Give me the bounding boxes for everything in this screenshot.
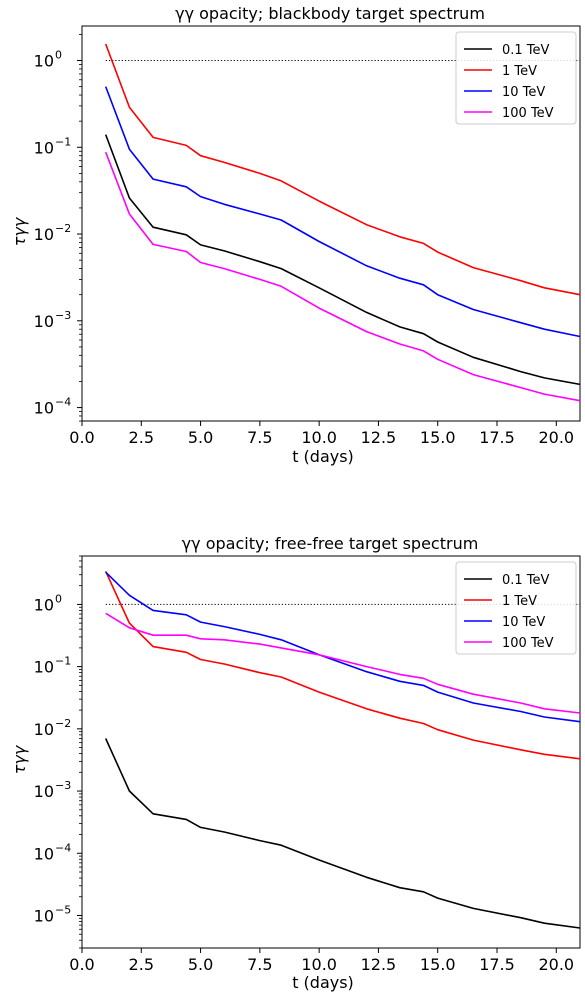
legend-label: 0.1 TeV [502,43,550,58]
x-tick-label: 0.0 [69,955,94,974]
legend-label: 10 TeV [502,85,545,100]
x-tick-label: 7.5 [247,955,272,974]
x-axis-label: t (days) [292,447,354,466]
legend-label: 100 TeV [502,106,554,121]
y-tick-exponent: −4 [55,841,71,854]
x-tick-label: 20.0 [538,955,574,974]
x-tick-label: 20.0 [538,428,574,447]
y-tick-label: 10 [34,720,54,739]
chart-title: γγ opacity; blackbody target spectrum [175,4,485,23]
y-axis-label: τγγ [10,744,29,774]
x-tick-label: 0.0 [69,428,94,447]
y-tick-exponent: −3 [55,779,71,792]
chart-blackbody: γγ opacity; blackbody target spectrum τγ… [10,4,581,466]
series-line-1-tev [104,43,581,296]
series-line-10-tev [104,86,581,338]
y-tick-label: 10 [34,906,54,925]
legend-label: 10 TeV [502,615,545,630]
x-tick-label: 15.0 [420,428,456,447]
y-tick-label: 10 [34,595,54,614]
x-tick-label: 15.0 [420,955,456,974]
legend-box [455,561,577,655]
y-tick-exponent: 0 [55,592,62,605]
y-tick-exponent: −4 [55,396,71,409]
x-tick-label: 12.5 [361,428,397,447]
chart-title: γγ opacity; free-free target spectrum [182,534,479,553]
plot-frame [81,555,581,949]
y-tick-base: 10 [34,312,54,331]
legend-label: 0.1 TeV [502,573,550,588]
y-tick-base: 10 [34,906,54,925]
y-tick-label: 10 [34,138,54,157]
y-tick-label: 10 [34,782,54,801]
x-tick-label: 10.0 [301,428,337,447]
x-tick-label: 5.0 [188,955,213,974]
y-tick-label: 10 [34,312,54,331]
y-tick-base: 10 [34,595,54,614]
legend-label: 1 TeV [502,594,537,609]
series-line-0.1-tev [104,738,581,929]
x-tick-label: 17.5 [479,428,515,447]
series-line-0.1-tev [104,134,581,386]
y-tick-base: 10 [34,844,54,863]
y-tick-label: 10 [34,844,54,863]
y-tick-exponent: −5 [55,903,71,916]
y-tick-base: 10 [34,399,54,418]
y-axis-label: τγγ [10,216,29,246]
series-line-100-tev [104,151,581,402]
plot-frame [81,25,581,422]
legend-box [455,31,577,125]
y-tick-base: 10 [34,782,54,801]
x-tick-label: 12.5 [361,955,397,974]
y-tick-base: 10 [34,138,54,157]
x-tick-label: 2.5 [129,955,154,974]
y-tick-exponent: −2 [55,222,71,235]
y-tick-exponent: −1 [55,655,71,668]
legend: 0.1 TeV 1 TeV 10 TeV 100 TeV [455,31,577,125]
x-axis-label: t (days) [292,973,354,992]
x-tick-label: 10.0 [301,955,337,974]
y-tick-base: 10 [34,658,54,677]
y-tick-label: 10 [34,225,54,244]
y-tick-label: 10 [34,52,54,71]
chart-free-free: γγ opacity; free-free target spectrum τγ… [10,534,581,992]
y-tick-exponent: 0 [55,49,62,62]
y-tick-label: 10 [34,399,54,418]
x-tick-label: 2.5 [129,428,154,447]
x-tick-label: 17.5 [479,955,515,974]
legend-label: 100 TeV [502,636,554,651]
y-tick-exponent: −2 [55,717,71,730]
series-line-1-tev [104,570,581,760]
y-tick-exponent: −1 [55,135,71,148]
y-tick-base: 10 [34,52,54,71]
y-tick-base: 10 [34,225,54,244]
legend: 0.1 TeV 1 TeV 10 TeV 100 TeV [455,561,577,655]
y-tick-label: 10 [34,658,54,677]
x-tick-label: 7.5 [247,428,272,447]
y-tick-exponent: −3 [55,309,71,322]
x-tick-label: 5.0 [188,428,213,447]
series-line-100-tev [105,612,581,714]
y-tick-base: 10 [34,720,54,739]
legend-label: 1 TeV [502,64,537,79]
